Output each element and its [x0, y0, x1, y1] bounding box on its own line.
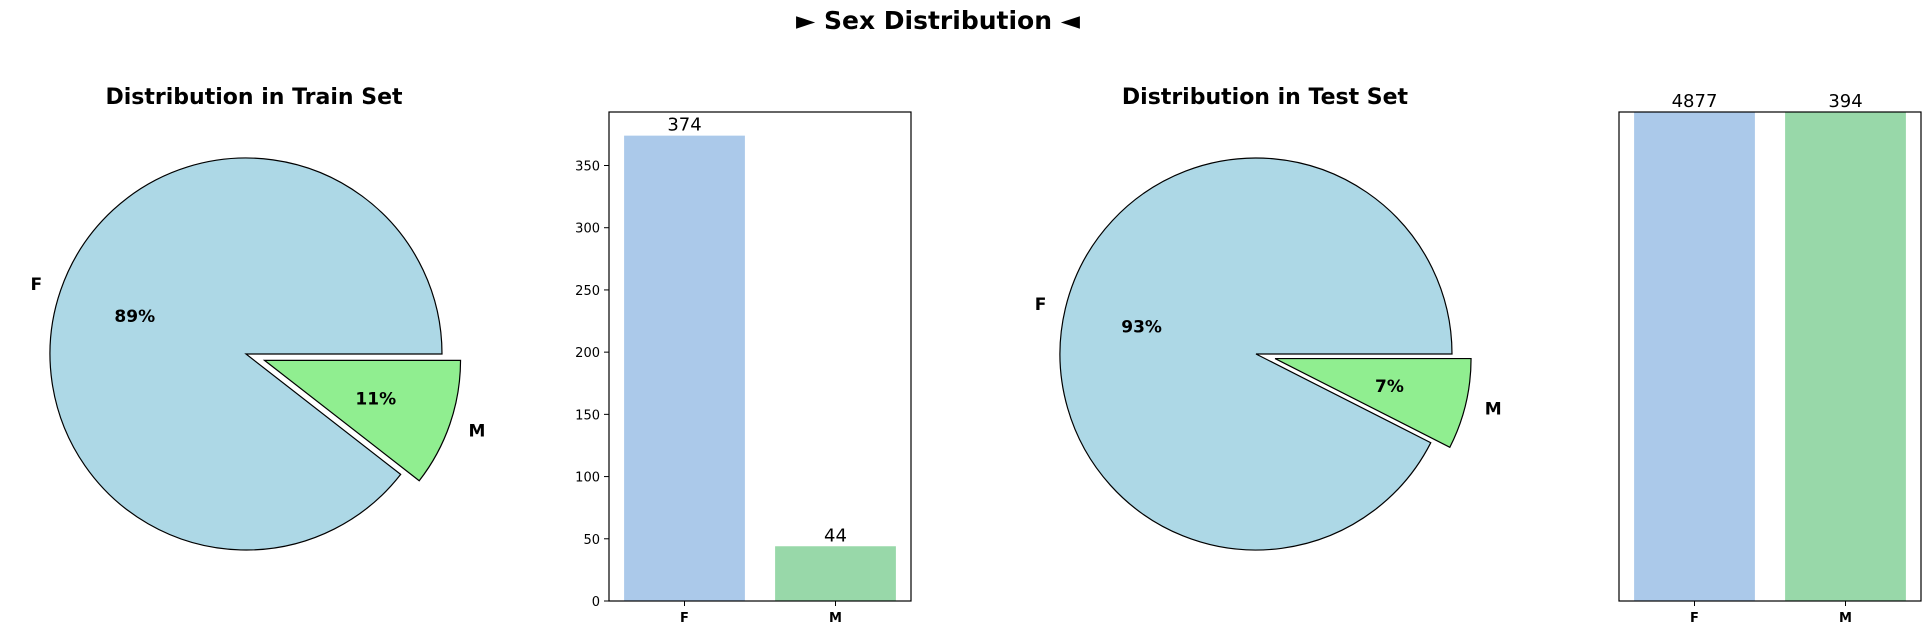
bar-data-label: 394 [1828, 91, 1862, 112]
bar-chart-train: 374 F 44 M 0 50 100 150 200 250 300 350 [575, 111, 912, 626]
figure-suptitle: ► Sex Distribution ◄ [796, 6, 1081, 35]
pie-category-label: M [1485, 400, 1502, 420]
bar-data-label: 374 [667, 115, 701, 136]
bar-m [775, 546, 896, 601]
y-tick-label: 100 [575, 471, 600, 486]
axes-frame [608, 111, 912, 602]
pie-train-title: Distribution in Train Set [106, 85, 403, 110]
pie-category-label: F [1035, 295, 1047, 315]
y-tick-label: 300 [575, 222, 600, 237]
bar-chart-test: 4877 F 394 M [1618, 91, 1922, 626]
x-tick-label: M [829, 611, 842, 626]
pie-test-title: Distribution in Test Set [1122, 85, 1409, 110]
bar-data-label: 44 [824, 525, 847, 546]
y-tick-label: 250 [575, 284, 600, 299]
pie-percent-label: 11% [355, 390, 396, 410]
pie-slice-f [49, 157, 443, 551]
y-tick-label: 200 [575, 346, 600, 361]
axes-frame [1618, 111, 1922, 602]
pie-slice-m [262, 359, 462, 482]
pie-chart-train: Distribution in Train Set 89% F 11% M [30, 85, 485, 551]
x-tick-label: F [680, 611, 689, 626]
bar-m [1785, 112, 1906, 601]
x-tick-label: F [1690, 611, 1699, 626]
pie-percent-label: 93% [1121, 318, 1162, 338]
bar-f [624, 135, 745, 601]
y-tick-label: 350 [575, 160, 600, 175]
pie-category-label: F [30, 275, 42, 295]
x-tick-label: M [1839, 611, 1852, 626]
y-tick-label: 50 [583, 533, 600, 548]
pie-percent-label: 7% [1375, 377, 1404, 397]
y-tick-label: 0 [592, 595, 600, 610]
y-tick-label: 150 [575, 408, 600, 423]
pie-percent-label: 89% [114, 307, 155, 327]
pie-category-label: M [468, 421, 485, 441]
pie-slice-m [1274, 357, 1472, 449]
pie-slice-f [1059, 157, 1453, 551]
pie-chart-test: Distribution in Test Set 93% F 7% M [1035, 85, 1502, 551]
bar-f [1634, 112, 1755, 601]
bar-data-label: 4877 [1672, 91, 1718, 112]
